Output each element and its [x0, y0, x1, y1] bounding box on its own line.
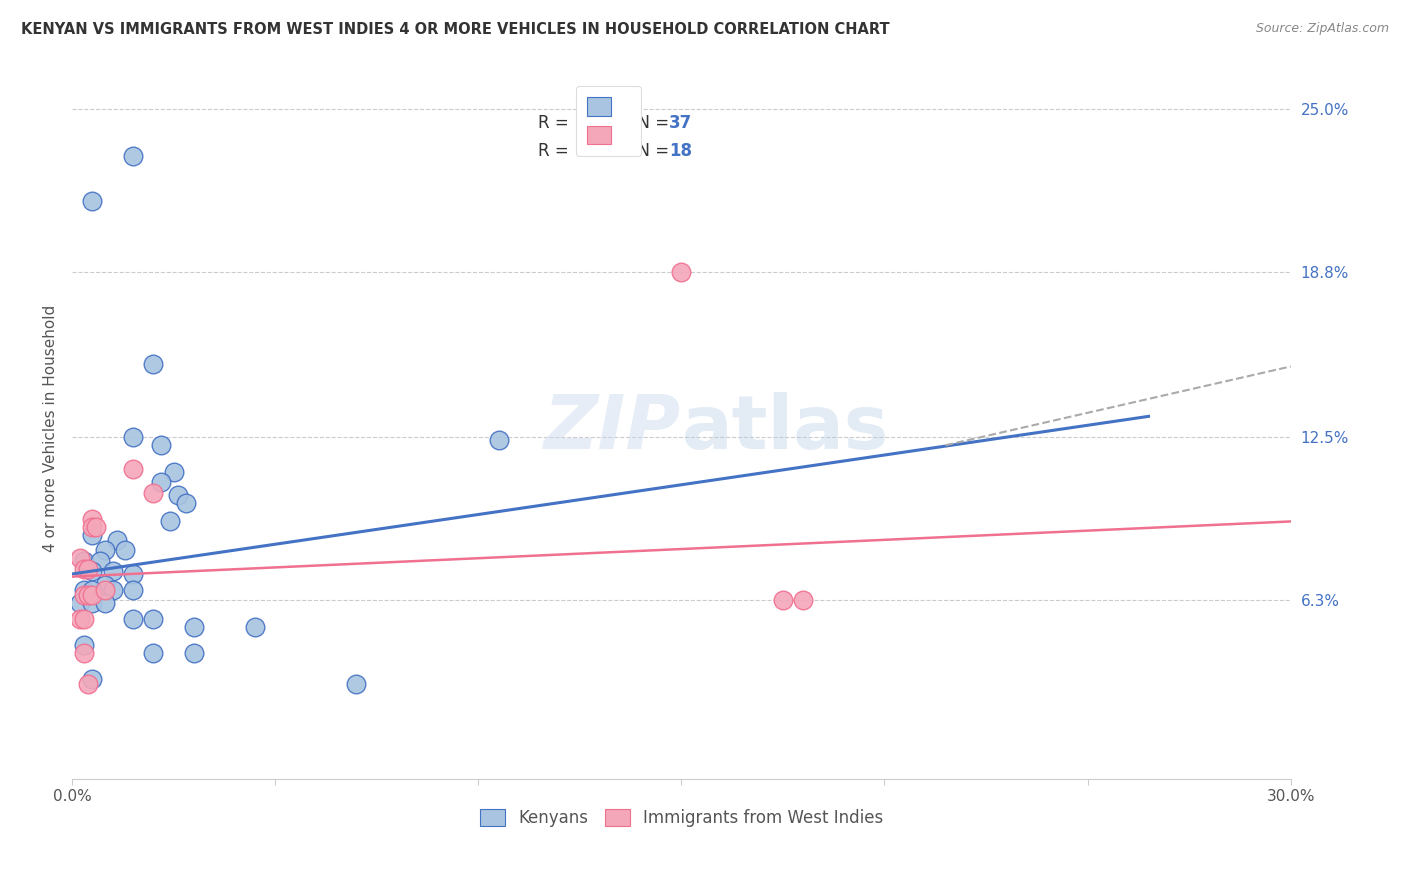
Point — [73, 638, 96, 652]
Point — [122, 149, 145, 163]
Point — [105, 533, 128, 547]
Point — [122, 582, 145, 597]
Point — [77, 588, 100, 602]
Point — [82, 565, 104, 579]
Text: N =: N = — [627, 142, 673, 160]
Point — [114, 543, 136, 558]
Legend: Kenyans, Immigrants from West Indies: Kenyans, Immigrants from West Indies — [472, 802, 890, 834]
Y-axis label: 4 or more Vehicles in Household: 4 or more Vehicles in Household — [44, 304, 58, 552]
Point — [93, 577, 115, 591]
Text: KENYAN VS IMMIGRANTS FROM WEST INDIES 4 OR MORE VEHICLES IN HOUSEHOLD CORRELATIO: KENYAN VS IMMIGRANTS FROM WEST INDIES 4 … — [21, 22, 890, 37]
Point — [174, 496, 197, 510]
Text: 0.227: 0.227 — [576, 114, 630, 132]
Point — [142, 646, 165, 660]
Point — [77, 562, 100, 576]
Point — [122, 430, 145, 444]
Point — [183, 619, 205, 633]
Point — [122, 566, 145, 581]
Text: R =: R = — [537, 142, 574, 160]
Point — [73, 646, 96, 660]
Point — [82, 194, 104, 208]
Text: 37: 37 — [669, 114, 692, 132]
Point — [82, 527, 104, 541]
Point — [93, 543, 115, 558]
Point — [69, 612, 91, 626]
Text: R =: R = — [537, 114, 574, 132]
Point — [73, 588, 96, 602]
Point — [671, 265, 693, 279]
Point — [93, 582, 115, 597]
Point — [150, 438, 173, 452]
Point — [122, 612, 145, 626]
Point — [488, 433, 510, 447]
Point — [183, 646, 205, 660]
Text: Source: ZipAtlas.com: Source: ZipAtlas.com — [1256, 22, 1389, 36]
Point — [82, 596, 104, 610]
Point — [69, 551, 91, 566]
Point — [73, 582, 96, 597]
Point — [82, 582, 104, 597]
Text: 18: 18 — [669, 142, 692, 160]
Point — [142, 357, 165, 371]
Point — [82, 512, 104, 526]
Point — [344, 677, 367, 691]
Point — [162, 465, 184, 479]
Point — [159, 515, 181, 529]
Point — [86, 519, 108, 533]
Point — [73, 562, 96, 576]
Text: 0.110: 0.110 — [576, 142, 628, 160]
Point — [101, 565, 124, 579]
Point — [243, 619, 266, 633]
Point — [82, 672, 104, 686]
Point — [69, 596, 91, 610]
Text: atlas: atlas — [682, 392, 889, 465]
Point — [166, 488, 188, 502]
Point — [142, 612, 165, 626]
Point — [73, 612, 96, 626]
Point — [82, 519, 104, 533]
Point — [150, 475, 173, 489]
Point — [93, 596, 115, 610]
Text: ZIP: ZIP — [544, 392, 682, 465]
Point — [772, 593, 794, 607]
Point — [101, 582, 124, 597]
Point — [89, 554, 111, 568]
Point — [77, 677, 100, 691]
Point — [82, 588, 104, 602]
Point — [73, 554, 96, 568]
Text: N =: N = — [627, 114, 673, 132]
Point — [142, 485, 165, 500]
Point — [792, 593, 814, 607]
Point — [122, 462, 145, 476]
